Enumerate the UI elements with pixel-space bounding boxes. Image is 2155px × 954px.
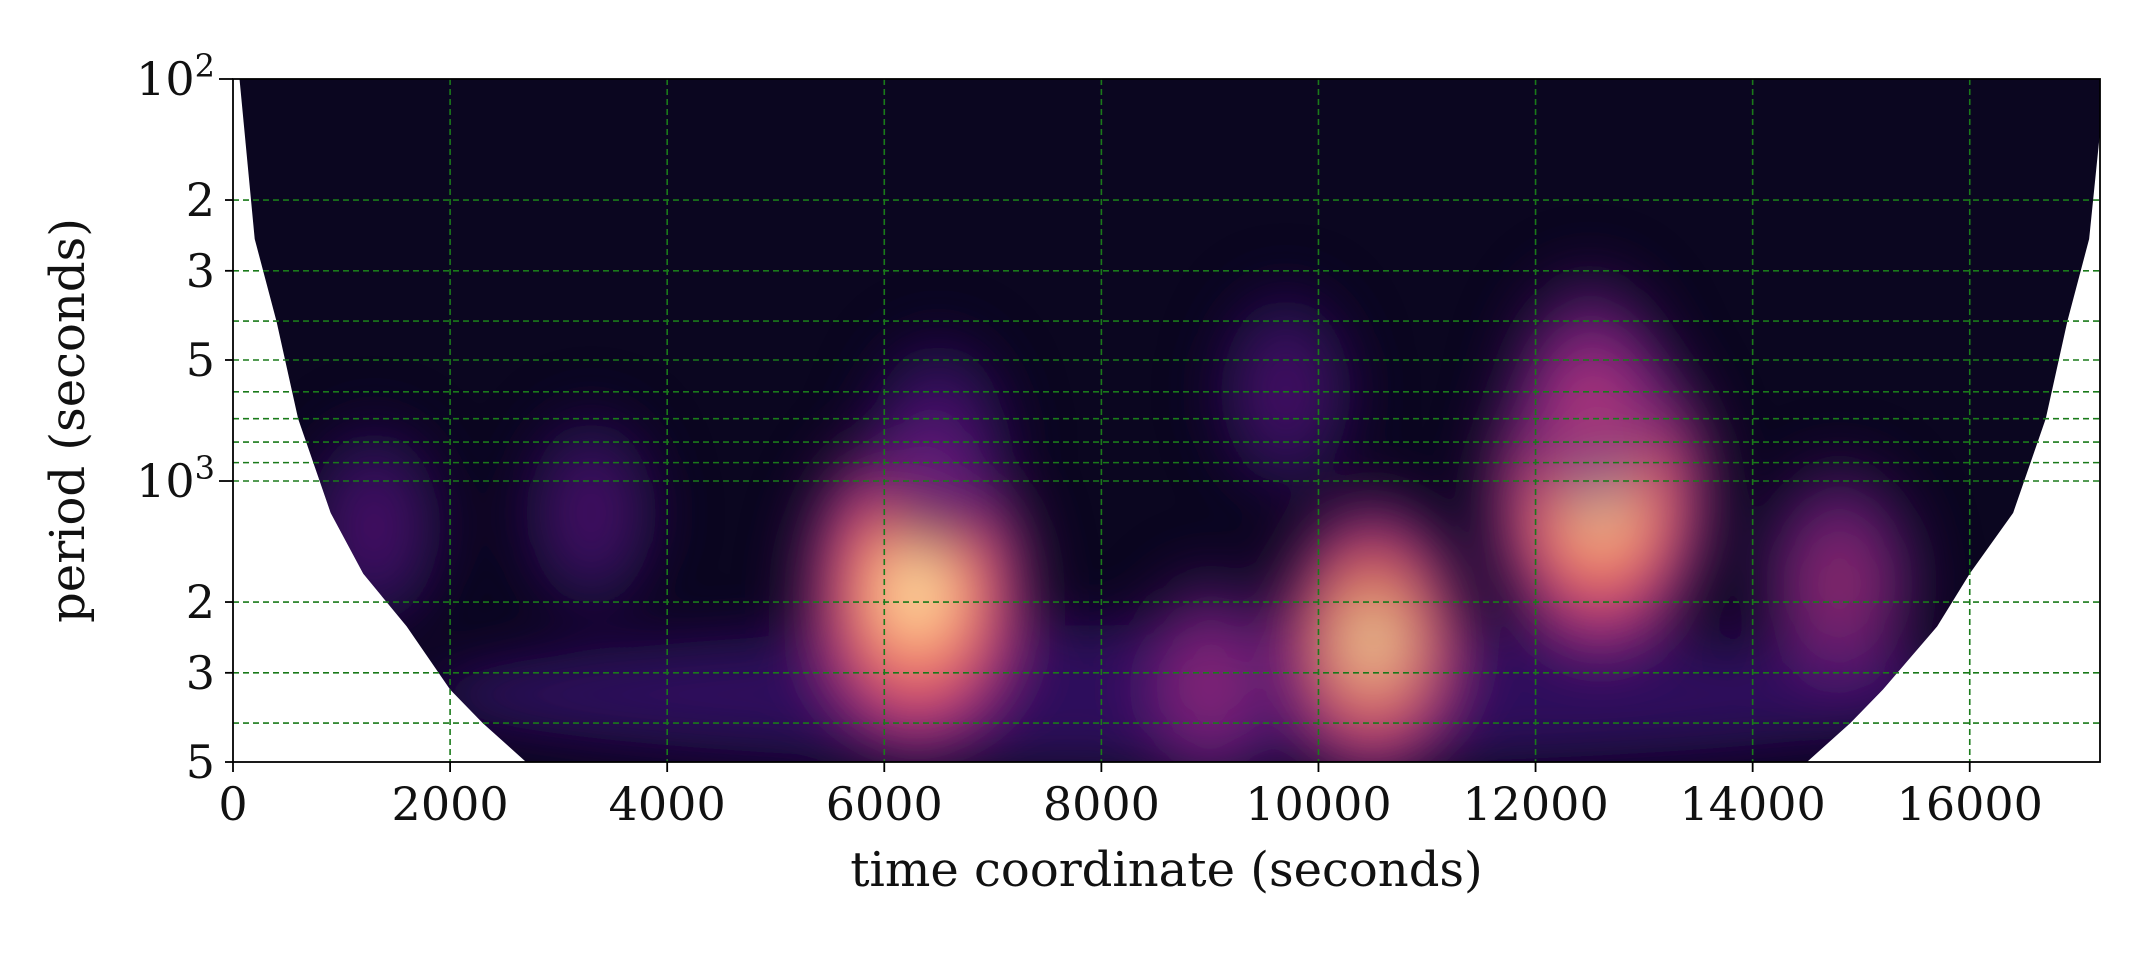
y-tick-label: 103 (136, 449, 215, 508)
x-tick-label: 8000 (1043, 777, 1160, 831)
gridlines (233, 79, 2100, 762)
power-peak (511, 394, 671, 631)
x-axis: 0 2000 4000 6000 8000 10000 12000 14000 16000 (218, 762, 2043, 831)
x-tick-label: 14000 (1679, 777, 1825, 831)
y-axis: 102 2 3 5 103 2 3 5 (136, 47, 233, 789)
x-tick-label: 12000 (1462, 777, 1608, 831)
x-axis-label: time coordinate (seconds) (850, 842, 1483, 898)
power-peak (1262, 478, 1484, 762)
y-tick-label: 5 (186, 333, 215, 387)
x-tick-label: 0 (218, 777, 247, 831)
y-tick-label: 5 (186, 735, 215, 789)
y-tick-label: 3 (186, 244, 215, 298)
y-tick-label: 3 (186, 646, 215, 700)
y-axis-label: period (seconds) (40, 218, 96, 623)
power-peak (1120, 552, 1300, 762)
y-tick-label: 102 (136, 47, 215, 106)
y-tick-label: 2 (186, 173, 215, 227)
power-peak (1743, 441, 1936, 726)
x-tick-label: 10000 (1245, 777, 1391, 831)
x-tick-label: 2000 (392, 777, 509, 831)
plot-area (232, 78, 2101, 763)
x-tick-label: 6000 (826, 777, 943, 831)
x-tick-label: 4000 (609, 777, 726, 831)
x-tick-label: 16000 (1897, 777, 2043, 831)
y-tick-label: 2 (186, 575, 215, 629)
power-heatmap (291, 251, 1995, 762)
plot-frame (232, 78, 2101, 763)
